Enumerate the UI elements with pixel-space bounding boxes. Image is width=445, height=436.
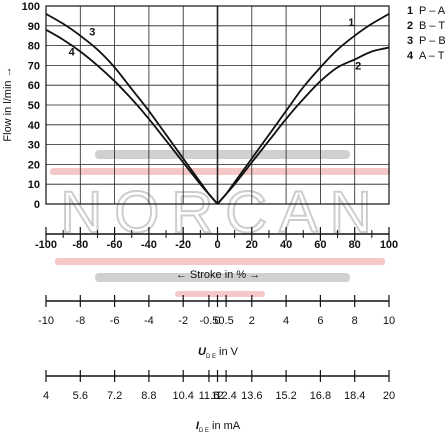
series-number-labels: 1 2 3 4 xyxy=(69,17,362,73)
secondary-axis-tick-label: 0 xyxy=(214,315,220,327)
secondary-axis-tick-label: 11.6 xyxy=(199,390,220,402)
secondary-axis-tick-label: 10 xyxy=(383,315,395,327)
secondary-axis-tick-label: 4 xyxy=(43,390,49,402)
secondary-axis-tick-label: 0.5 xyxy=(218,315,233,327)
current-axis-symbol: I xyxy=(196,420,200,432)
y-tick-label: 70 xyxy=(28,60,40,72)
legend-number: 2 xyxy=(407,20,413,32)
voltage-axis-subscript: D E xyxy=(206,354,216,360)
series-number-label: 4 xyxy=(69,47,76,59)
y-tick-label: 100 xyxy=(22,1,40,13)
y-tick-label: 50 xyxy=(28,100,40,112)
watermark-gray-band-top xyxy=(95,150,350,159)
series-curve-3 xyxy=(45,13,219,205)
legend-number: 3 xyxy=(407,35,413,47)
y-tick-label: 80 xyxy=(28,41,40,53)
x-axis-ticks: -100 -80 -60 -40 -20 0 20 40 60 80 100 xyxy=(35,227,398,251)
x-tick-label: -60 xyxy=(107,239,123,251)
secondary-axis-tick-label: 2 xyxy=(249,315,255,327)
secondary-axis-tick-label: 20 xyxy=(383,390,395,402)
voltage-axis-symbol: U xyxy=(198,346,207,358)
watermark-gray-band-bottom xyxy=(95,273,350,282)
legend-label: P – B xyxy=(419,35,445,47)
x-axis-title: ← Stroke in % → xyxy=(176,269,260,281)
y-tick-label: 30 xyxy=(28,140,40,152)
x-tick-label: -100 xyxy=(35,239,57,251)
series-number-label: 1 xyxy=(348,17,354,29)
secondary-axis-tick-label: 8 xyxy=(352,315,358,327)
secondary-axis-tick-label: 6 xyxy=(317,315,323,327)
legend-number: 4 xyxy=(407,50,414,62)
x-tick-label: 100 xyxy=(380,239,398,251)
y-tick-label: 40 xyxy=(28,120,40,132)
secondary-axis-tick-label: 5.6 xyxy=(73,390,88,402)
current-axis-subscript: D E xyxy=(199,428,209,434)
y-axis-title: Flow in l/min → xyxy=(2,66,14,141)
secondary-axis-tick-label: -10 xyxy=(38,315,54,327)
secondary-axis-tick-label: -2 xyxy=(178,315,188,327)
secondary-axis-tick-label: -6 xyxy=(110,315,120,327)
y-tick-label: 20 xyxy=(28,159,40,171)
x-tick-label: 0 xyxy=(214,239,220,251)
y-tick-label: 10 xyxy=(28,179,40,191)
secondary-axis-tick-label: 12.4 xyxy=(215,390,236,402)
x-tick-label: -20 xyxy=(175,239,191,251)
x-tick-label: 40 xyxy=(280,239,292,251)
legend: 1 P – A 2 B – T 3 P – B 4 A – T xyxy=(407,5,445,62)
series-group xyxy=(45,13,390,205)
series-curve-2 xyxy=(216,46,390,205)
y-tick-label: 60 xyxy=(28,80,40,92)
current-axis-title: ID E in mA xyxy=(196,420,241,434)
x-tick-label: 60 xyxy=(314,239,326,251)
secondary-axis-tick-label: -4 xyxy=(144,315,154,327)
secondary-axis-tick-label: 10.4 xyxy=(172,390,193,402)
series-number-label: 3 xyxy=(89,27,95,39)
voltage-axis-unit: in V xyxy=(216,346,239,358)
secondary-axis-tick-label: 13.6 xyxy=(241,390,262,402)
legend-label: A – T xyxy=(419,50,445,62)
secondary-axis-tick-label: -8 xyxy=(75,315,85,327)
legend-label: B – T xyxy=(419,20,445,32)
voltage-axis: -10 -8 -6 -4 -2 -0.500.5 2 4 6 8 10 xyxy=(38,295,395,327)
secondary-axis-tick-label: 8.8 xyxy=(141,390,156,402)
y-tick-label: 0 xyxy=(34,199,40,211)
x-tick-label: -40 xyxy=(141,239,157,251)
watermark-red-band-small xyxy=(175,291,265,297)
y-tick-label: 90 xyxy=(28,21,40,33)
voltage-axis-title: UD E in V xyxy=(198,346,239,360)
series-curve-1 xyxy=(216,13,390,205)
x-tick-label: 20 xyxy=(246,239,258,251)
watermark-red-band-top xyxy=(50,168,390,175)
legend-label: P – A xyxy=(419,5,445,17)
x-tick-label: 80 xyxy=(349,239,361,251)
series-curve-4 xyxy=(45,29,219,205)
secondary-axis-tick-label: 4 xyxy=(283,315,289,327)
secondary-axis-tick-label: 15.2 xyxy=(275,390,296,402)
y-axis-ticks: 0 10 20 30 40 50 60 70 80 90 100 xyxy=(22,1,40,211)
series-number-label: 2 xyxy=(355,60,361,72)
watermark-red-band-mid xyxy=(55,258,385,265)
x-tick-label: -80 xyxy=(72,239,88,251)
legend-number: 1 xyxy=(407,5,413,17)
current-axis-unit: in mA xyxy=(209,420,241,432)
secondary-axis-tick-label: 7.2 xyxy=(107,390,122,402)
secondary-axis-tick-label: 18.4 xyxy=(344,390,365,402)
watermark-text: NORCAN xyxy=(60,180,383,245)
secondary-axis-tick-label: 12 xyxy=(211,390,223,402)
secondary-axis-tick-label: -0.5 xyxy=(199,315,218,327)
secondary-axis-tick-label: 16.8 xyxy=(310,390,331,402)
